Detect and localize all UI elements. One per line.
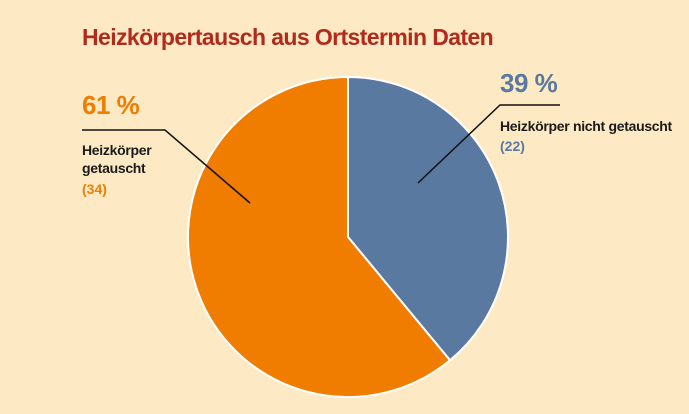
category-label: Heizkörper getauscht [82, 142, 152, 176]
count-label: (22) [500, 138, 525, 154]
pie-slice [347, 75, 509, 362]
pie-slice [187, 75, 452, 398]
value-label: 39 % [500, 68, 558, 98]
leader-line [82, 129, 251, 204]
leader-line [417, 104, 560, 184]
value-label: 61 % [82, 90, 140, 120]
chart-title: Heizkörpertausch aus Ortstermin Daten [82, 24, 494, 50]
count-label: (34) [82, 181, 107, 197]
category-label: Heizkörper nicht getauscht [500, 118, 672, 134]
